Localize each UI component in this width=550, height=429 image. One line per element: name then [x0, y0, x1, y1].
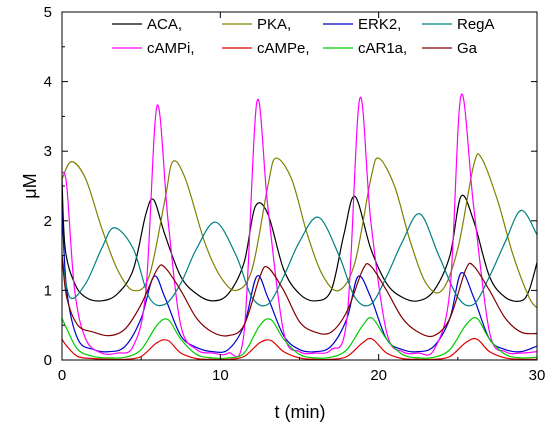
legend-label: RegA: [457, 16, 495, 33]
x-axis-label: t (min): [275, 402, 326, 422]
series-line-0: [61, 179, 538, 302]
x-tick-label: 10: [212, 367, 229, 384]
series-line-2: [61, 206, 538, 353]
legend-label: ACA,: [147, 16, 182, 33]
series-line-3: [61, 209, 538, 307]
y-tick-label: 0: [44, 352, 52, 369]
legend-label: ERK2,: [358, 16, 401, 33]
x-tick-label: 0: [58, 367, 66, 384]
y-tick-label: 4: [44, 74, 52, 91]
y-axis: 0 1 2 3 4 5: [44, 4, 537, 369]
legend-label: cAMPi,: [147, 40, 195, 57]
x-tick-label: 20: [370, 367, 387, 384]
plot-frame: [61, 11, 538, 361]
series-line-5: [61, 337, 538, 361]
x-tick-label: 30: [529, 367, 546, 384]
legend-label: Ga: [457, 40, 478, 57]
y-tick-label: 3: [44, 143, 52, 160]
series-line-7: [61, 255, 538, 338]
y-tick-label: 5: [44, 4, 52, 21]
legend-label: cAMPe,: [257, 40, 310, 57]
legend: ACA, PKA, ERK2, RegA cAMPi, cAMPe, cAR1a, Ga: [112, 16, 495, 57]
legend-label: cAR1a,: [358, 40, 407, 57]
series-line-1: [61, 153, 538, 309]
legend-label: PKA,: [257, 16, 291, 33]
series-line-6: [61, 317, 538, 360]
y-tick-label: 1: [44, 282, 52, 299]
series-layer: [61, 93, 538, 361]
y-tick-label: 2: [44, 213, 52, 230]
x-axis: 0 10 20 30: [58, 12, 546, 384]
series-line-4: [61, 93, 538, 358]
y-axis-label: μM: [20, 173, 40, 198]
